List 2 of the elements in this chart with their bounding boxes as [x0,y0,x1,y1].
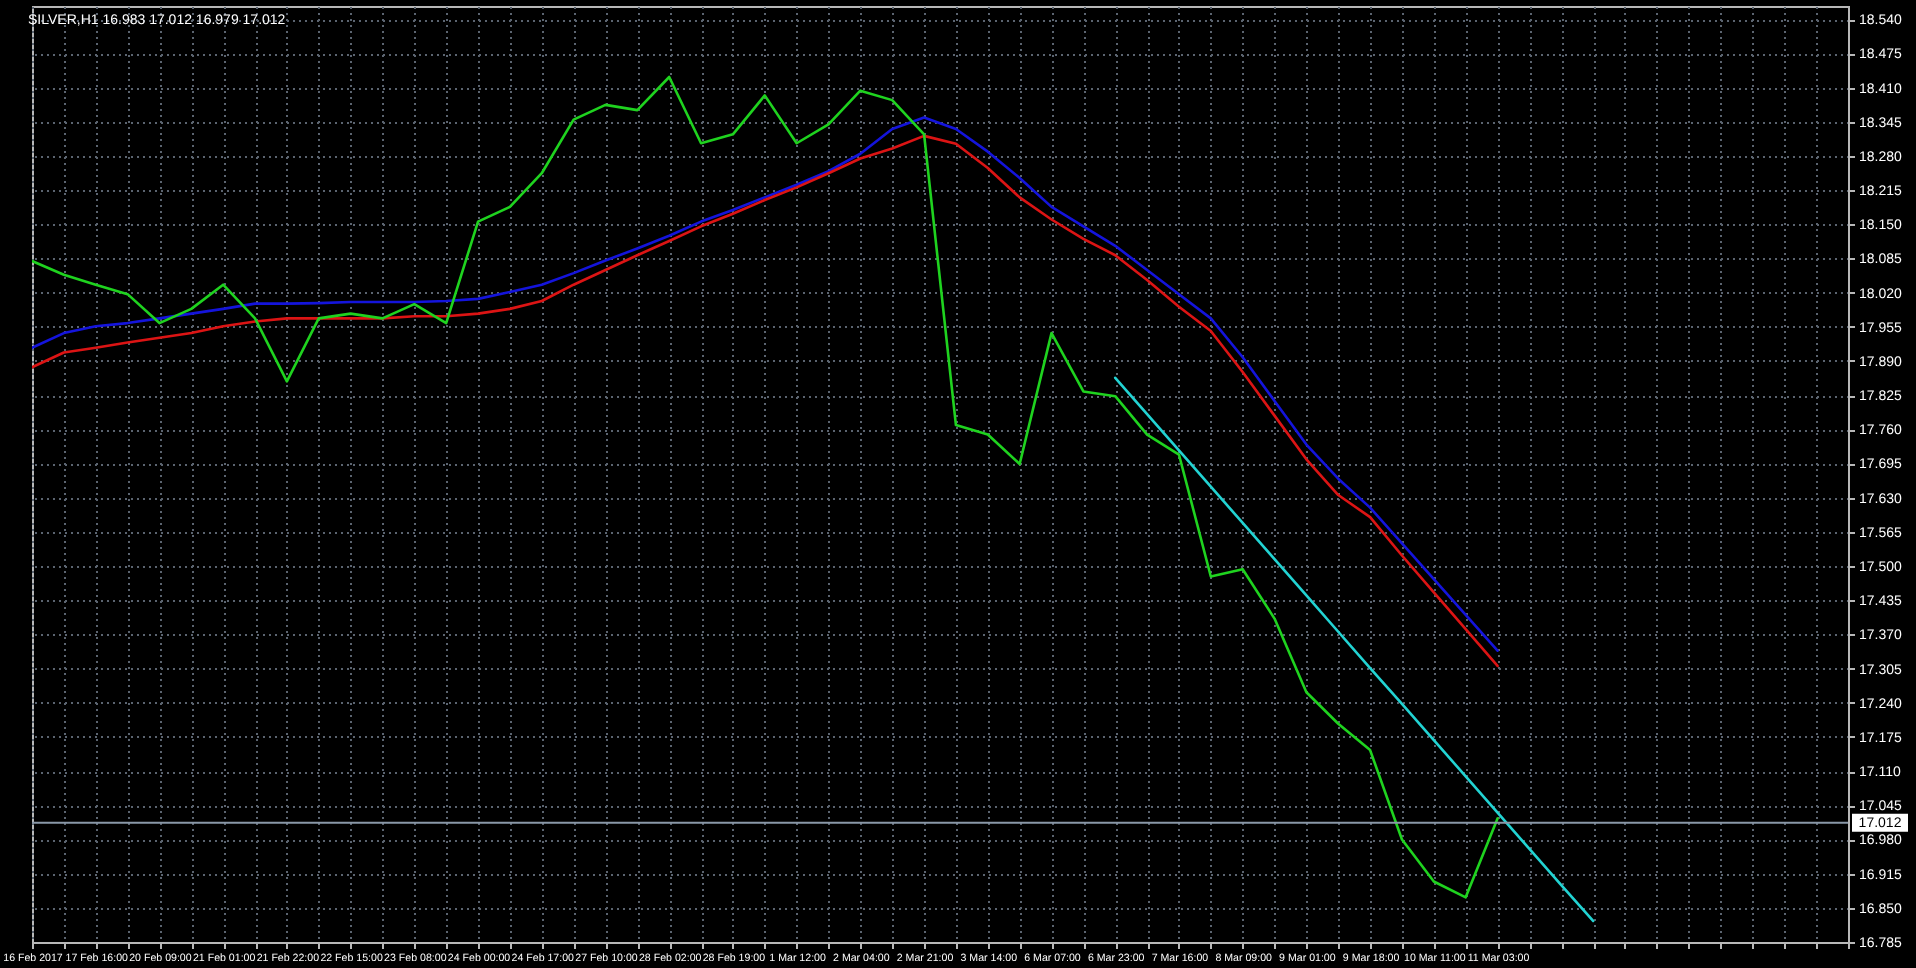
line-series [1113,376,1595,923]
line-series [32,75,1499,899]
